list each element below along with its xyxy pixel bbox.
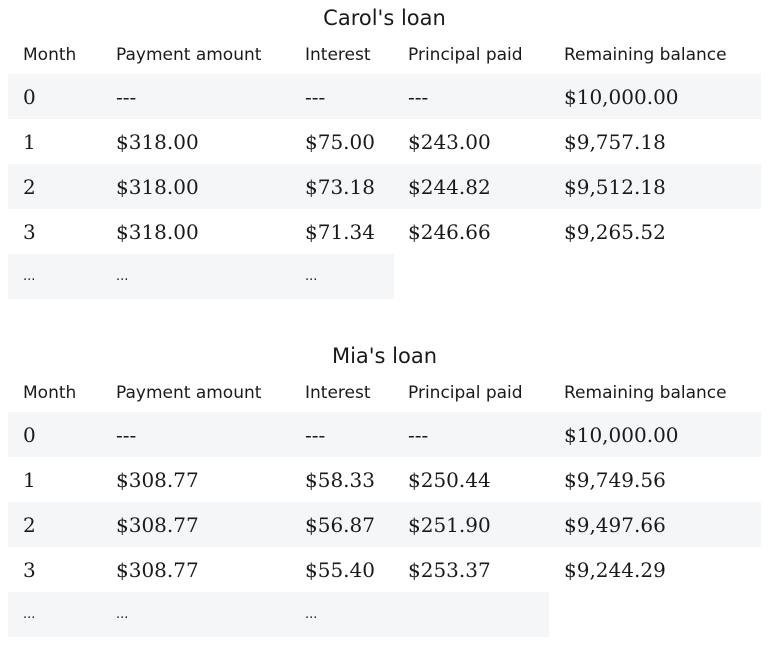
balance-cell: $9,244.29 — [564, 557, 666, 582]
month-cell: 0 — [23, 422, 36, 447]
balance-cell: $9,749.56 — [564, 467, 666, 492]
principal-cell: $251.90 — [408, 512, 491, 537]
interest-cell: $75.00 — [305, 129, 375, 154]
ellipsis-cell: ... — [116, 269, 129, 284]
principal-cell: $246.66 — [408, 219, 491, 244]
principal-cell: $243.00 — [408, 129, 491, 154]
table-row: 0 --- --- --- $10,000.00 — [8, 74, 761, 119]
month-cell: 2 — [23, 512, 36, 537]
table-title: Carol's loan — [323, 6, 446, 30]
balance-cell: $9,757.18 — [564, 129, 666, 154]
header-month: Month — [23, 383, 77, 403]
month-cell: 0 — [23, 84, 36, 109]
balance-cell: $9,497.66 — [564, 512, 666, 537]
mia-loan-table: Mia's loan Month Payment amount Interest… — [8, 338, 761, 637]
ellipsis-cell: ... — [305, 269, 318, 284]
interest-cell: $56.87 — [305, 512, 375, 537]
month-cell: 3 — [23, 219, 36, 244]
principal-cell: $244.82 — [408, 174, 491, 199]
ellipsis-row: ... ... ... — [8, 254, 394, 299]
ellipsis-cell: ... — [23, 269, 36, 284]
ellipsis-cell: ... — [116, 607, 129, 622]
ellipsis-cell: ... — [305, 607, 318, 622]
header-remaining-balance: Remaining balance — [564, 45, 727, 65]
month-cell: 2 — [23, 174, 36, 199]
interest-cell: --- — [305, 422, 326, 447]
carol-loan-table: Carol's loan Month Payment amount Intere… — [8, 0, 761, 299]
header-row: Month Payment amount Interest Principal … — [8, 374, 761, 412]
header-interest: Interest — [305, 383, 371, 403]
header-principal-paid: Principal paid — [408, 383, 523, 403]
payment-cell: $318.00 — [116, 219, 199, 244]
header-month: Month — [23, 45, 77, 65]
payment-cell: $308.77 — [116, 557, 199, 582]
header-interest: Interest — [305, 45, 371, 65]
table-row: 1 $318.00 $75.00 $243.00 $9,757.18 — [8, 119, 761, 164]
payment-cell: $318.00 — [116, 129, 199, 154]
interest-cell: $71.34 — [305, 219, 375, 244]
table-title: Mia's loan — [331, 344, 438, 368]
table-row: 0 --- --- --- $10,000.00 — [8, 412, 761, 457]
ellipsis-row: ... ... ... — [8, 592, 549, 637]
balance-cell: $9,265.52 — [564, 219, 666, 244]
payment-cell: $318.00 — [116, 174, 199, 199]
month-cell: 3 — [23, 557, 36, 582]
payment-cell: $308.77 — [116, 467, 199, 492]
ellipsis-cell: ... — [23, 607, 36, 622]
principal-cell: --- — [408, 84, 429, 109]
interest-cell: --- — [305, 84, 326, 109]
principal-cell: $253.37 — [408, 557, 491, 582]
payment-cell: $308.77 — [116, 512, 199, 537]
interest-cell: $73.18 — [305, 174, 375, 199]
month-cell: 1 — [23, 467, 36, 492]
balance-cell: $9,512.18 — [564, 174, 666, 199]
payment-cell: --- — [116, 84, 137, 109]
table-row: 2 $318.00 $73.18 $244.82 $9,512.18 — [8, 164, 761, 209]
table-row: 1 $308.77 $58.33 $250.44 $9,749.56 — [8, 457, 761, 502]
table-row: 3 $308.77 $55.40 $253.37 $9,244.29 — [8, 547, 761, 592]
interest-cell: $55.40 — [305, 557, 375, 582]
header-remaining-balance: Remaining balance — [564, 383, 727, 403]
principal-cell: --- — [408, 422, 429, 447]
month-cell: 1 — [23, 129, 36, 154]
header-payment-amount: Payment amount — [116, 383, 262, 403]
principal-cell: $250.44 — [408, 467, 491, 492]
interest-cell: $58.33 — [305, 467, 375, 492]
balance-cell: $10,000.00 — [564, 84, 679, 109]
table-row: 3 $318.00 $71.34 $246.66 $9,265.52 — [8, 209, 761, 254]
table-row: 2 $308.77 $56.87 $251.90 $9,497.66 — [8, 502, 761, 547]
header-row: Month Payment amount Interest Principal … — [8, 36, 761, 74]
payment-cell: --- — [116, 422, 137, 447]
balance-cell: $10,000.00 — [564, 422, 679, 447]
header-principal-paid: Principal paid — [408, 45, 523, 65]
header-payment-amount: Payment amount — [116, 45, 262, 65]
